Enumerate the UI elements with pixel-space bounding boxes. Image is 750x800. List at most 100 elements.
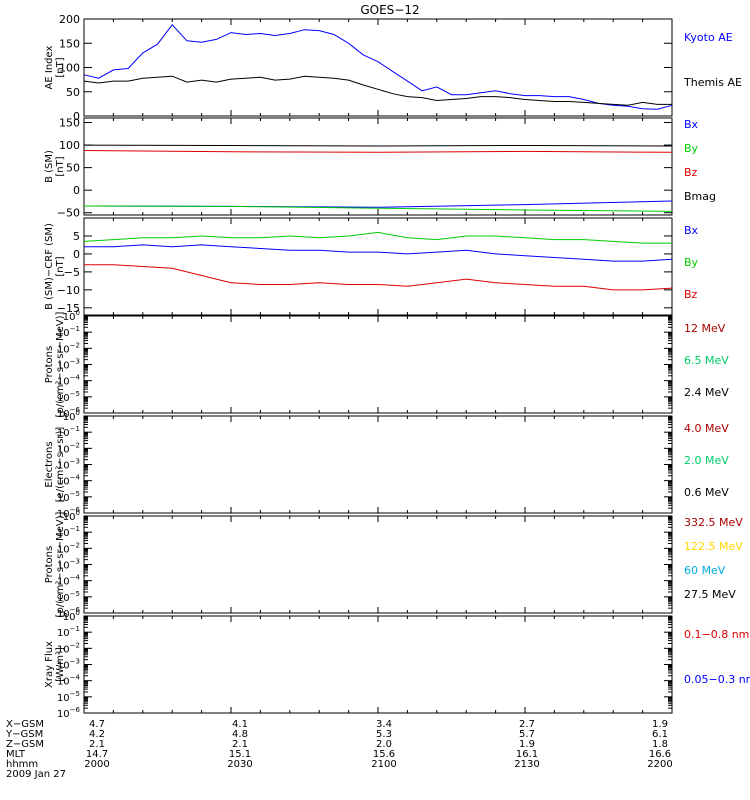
legend-0-6-mev: 0.6 MeV (684, 486, 729, 499)
plot-date: 2009 Jan 27 (6, 769, 66, 780)
y-tick-label: 0 (73, 184, 80, 197)
series-line-kyoto-ae (83, 24, 673, 110)
y-axis-label: [p/(cm²−s−sr−MeV)] (55, 511, 66, 617)
y-tick-label: 10−6 (57, 606, 81, 620)
legend-0-1-0-8-nm: 0.1−0.8 nm (684, 628, 749, 641)
axis-value: 5.7 (519, 729, 535, 740)
y-axis-label: Electrons (44, 441, 55, 487)
axis-row-label: Y−GSM (5, 729, 43, 740)
axis-value: 16.1 (516, 749, 538, 760)
y-tick-label: 10−1 (57, 425, 80, 439)
y-tick-label: 150 (59, 117, 80, 130)
axis-value: 4.2 (89, 729, 105, 740)
y-tick-label: 10−4 (57, 574, 81, 588)
y-axis-label: B (SM) (44, 150, 55, 183)
series-line-bz (84, 264, 673, 291)
y-tick-label: 10−4 (57, 674, 81, 688)
legend-bz: Bz (684, 288, 698, 301)
series-line-bz (83, 150, 673, 153)
y-tick-label: 10−3 (57, 558, 80, 572)
y-tick-label: 10−4 (57, 374, 81, 388)
axis-value: 2030 (227, 759, 252, 770)
axis-value: 4.1 (232, 719, 248, 730)
y-tick-label: 10−2 (57, 441, 80, 455)
legend-bx: Bx (684, 224, 699, 237)
legend-122-5-mev: 122.5 MeV (684, 540, 743, 553)
axis-value: 4.8 (232, 729, 248, 740)
series-line-by (83, 231, 672, 244)
y-tick-label: −5 (64, 266, 80, 279)
axis-value: 2.1 (89, 739, 105, 750)
axis-value: 5.3 (376, 729, 392, 740)
axis-value: 1.9 (519, 739, 535, 750)
y-tick-label: 150 (59, 37, 80, 50)
axis-value: 2100 (371, 759, 396, 770)
axis-value: 15.1 (229, 749, 251, 760)
legend-themis-ae: Themis AE (683, 76, 742, 89)
y-tick-label: 10−2 (57, 641, 80, 655)
series-line-bmag (83, 144, 673, 147)
axis-value: 2130 (514, 759, 539, 770)
y-axis-label: AE Index (44, 45, 55, 89)
y-axis-label: [p/(cm²−s−sr−MeV)] (55, 311, 66, 417)
axis-row-label: Z−GSM (6, 739, 44, 750)
panel-protons1: Protons [p/(cm²−s−sr−MeV)]10−6 10−5 10−4 10−… (44, 309, 729, 420)
axis-value: 2200 (647, 759, 672, 770)
legend-27-5-mev: 27.5 MeV (684, 588, 736, 601)
y-tick-label: 100 (63, 509, 80, 523)
legend-bx: Bx (684, 118, 699, 131)
y-tick-label: 10−5 (57, 490, 80, 504)
legend-12-mev: 12 MeV (684, 322, 726, 335)
y-tick-label: −10 (57, 284, 80, 297)
y-tick-label: 0 (73, 110, 80, 123)
axis-row-label: hhmm (6, 759, 38, 770)
panel-frame (83, 315, 673, 414)
y-tick-label: 10−5 (57, 690, 80, 704)
panel-ae: AE Index [nT] 0 50 100 150 200 Kyoto AE Themis A… (44, 13, 742, 123)
series-line-by (83, 205, 673, 212)
y-axis-label: Protons (44, 346, 55, 383)
y-tick-label: 10−6 (57, 706, 81, 720)
y-tick-label: 10−1 (57, 625, 80, 639)
axis-value: 15.6 (373, 749, 395, 760)
y-axis-label: [e/(cm²−s−sr)] (55, 427, 66, 503)
axis-value: 2.1 (232, 739, 248, 750)
y-tick-label: 10−6 (57, 406, 81, 420)
y-tick-label: 100 (63, 309, 80, 323)
y-tick-label: 10−3 (57, 358, 80, 372)
panel-frame (83, 117, 673, 216)
y-tick-label: 10−3 (57, 458, 80, 472)
y-axis-label: [W/m²] (55, 647, 66, 682)
legend-kyoto-ae: Kyoto AE (684, 31, 733, 44)
y-tick-label: 100 (59, 62, 80, 75)
orbit-axis-table: X−GSMY−GSMZ−GSMMLThhmm4.74.22.114.720004… (5, 719, 673, 780)
plot-title: GOES−12 (360, 3, 419, 17)
legend-4-0-mev: 4.0 MeV (684, 422, 729, 435)
axis-value: 6.1 (652, 729, 668, 740)
y-tick-label: 10−2 (57, 541, 80, 555)
y-tick-label: 100 (59, 139, 80, 152)
panel-frame (83, 615, 673, 714)
y-axis-label: Protons (44, 546, 55, 583)
y-axis-label: [nT] (55, 57, 66, 77)
axis-value: 2000 (84, 759, 109, 770)
axis-row-label: X−GSM (6, 719, 44, 730)
y-axis-label: [nT] (55, 256, 66, 276)
axis-value: 1.8 (652, 739, 668, 750)
axis-value: 2.7 (519, 719, 535, 730)
panel-electrons: Electrons [e/(cm²−s−sr)] 10−6 10−5 10−4 10−3 1… (44, 409, 729, 520)
y-tick-label: 100 (63, 409, 80, 423)
axis-value: 14.7 (86, 749, 108, 760)
panel-protons2: Protons [p/(cm²−s−sr−MeV)]10−6 10−5 10−4 10−… (44, 509, 743, 620)
panel-frame (83, 18, 673, 117)
axis-value: 2.0 (376, 739, 392, 750)
y-axis-label: [nT] (55, 156, 66, 176)
y-tick-label: 10−4 (57, 474, 81, 488)
legend-bz: Bz (684, 166, 698, 179)
axis-value: 16.6 (649, 749, 671, 760)
axis-value: 3.4 (376, 719, 392, 730)
legend-60-mev: 60 MeV (684, 564, 726, 577)
y-tick-label: −15 (57, 302, 80, 315)
y-tick-label: 50 (66, 162, 80, 175)
y-axis-label: B (SM)−CRF (SM) (44, 223, 55, 310)
